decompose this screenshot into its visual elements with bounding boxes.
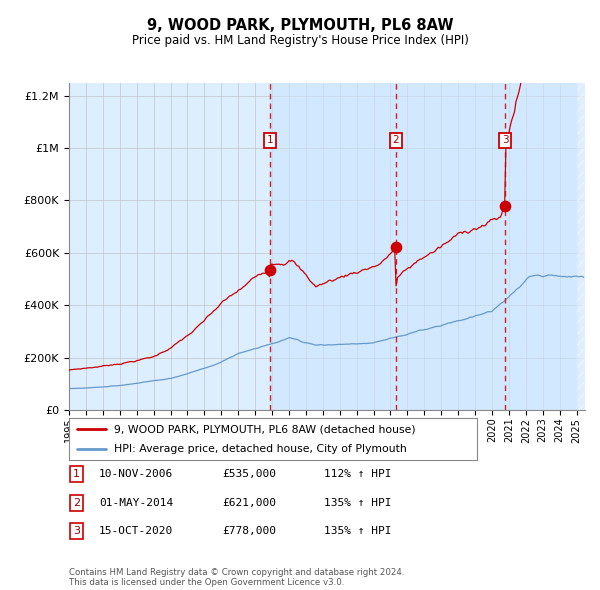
Text: 10-NOV-2006: 10-NOV-2006 xyxy=(99,470,173,479)
Text: 9, WOOD PARK, PLYMOUTH, PL6 8AW: 9, WOOD PARK, PLYMOUTH, PL6 8AW xyxy=(147,18,453,32)
Text: £621,000: £621,000 xyxy=(222,498,276,507)
Text: 135% ↑ HPI: 135% ↑ HPI xyxy=(324,526,392,536)
Text: 01-MAY-2014: 01-MAY-2014 xyxy=(99,498,173,507)
Text: Price paid vs. HM Land Registry's House Price Index (HPI): Price paid vs. HM Land Registry's House … xyxy=(131,34,469,47)
Text: 112% ↑ HPI: 112% ↑ HPI xyxy=(324,470,392,479)
Text: 3: 3 xyxy=(73,526,80,536)
Text: £778,000: £778,000 xyxy=(222,526,276,536)
Text: 15-OCT-2020: 15-OCT-2020 xyxy=(99,526,173,536)
Text: 1: 1 xyxy=(73,470,80,479)
Point xyxy=(265,265,274,274)
Point xyxy=(391,242,401,252)
Text: 1: 1 xyxy=(266,135,273,145)
Text: 9, WOOD PARK, PLYMOUTH, PL6 8AW (detached house): 9, WOOD PARK, PLYMOUTH, PL6 8AW (detache… xyxy=(114,424,416,434)
Point xyxy=(500,202,510,211)
Text: HPI: Average price, detached house, City of Plymouth: HPI: Average price, detached house, City… xyxy=(114,444,407,454)
Bar xyxy=(269,83,585,410)
Bar xyxy=(577,83,585,410)
Text: £535,000: £535,000 xyxy=(222,470,276,479)
Text: 2: 2 xyxy=(393,135,400,145)
Text: 2: 2 xyxy=(73,498,80,507)
Text: 3: 3 xyxy=(502,135,509,145)
Text: 135% ↑ HPI: 135% ↑ HPI xyxy=(324,498,392,507)
Text: Contains HM Land Registry data © Crown copyright and database right 2024.
This d: Contains HM Land Registry data © Crown c… xyxy=(69,568,404,587)
